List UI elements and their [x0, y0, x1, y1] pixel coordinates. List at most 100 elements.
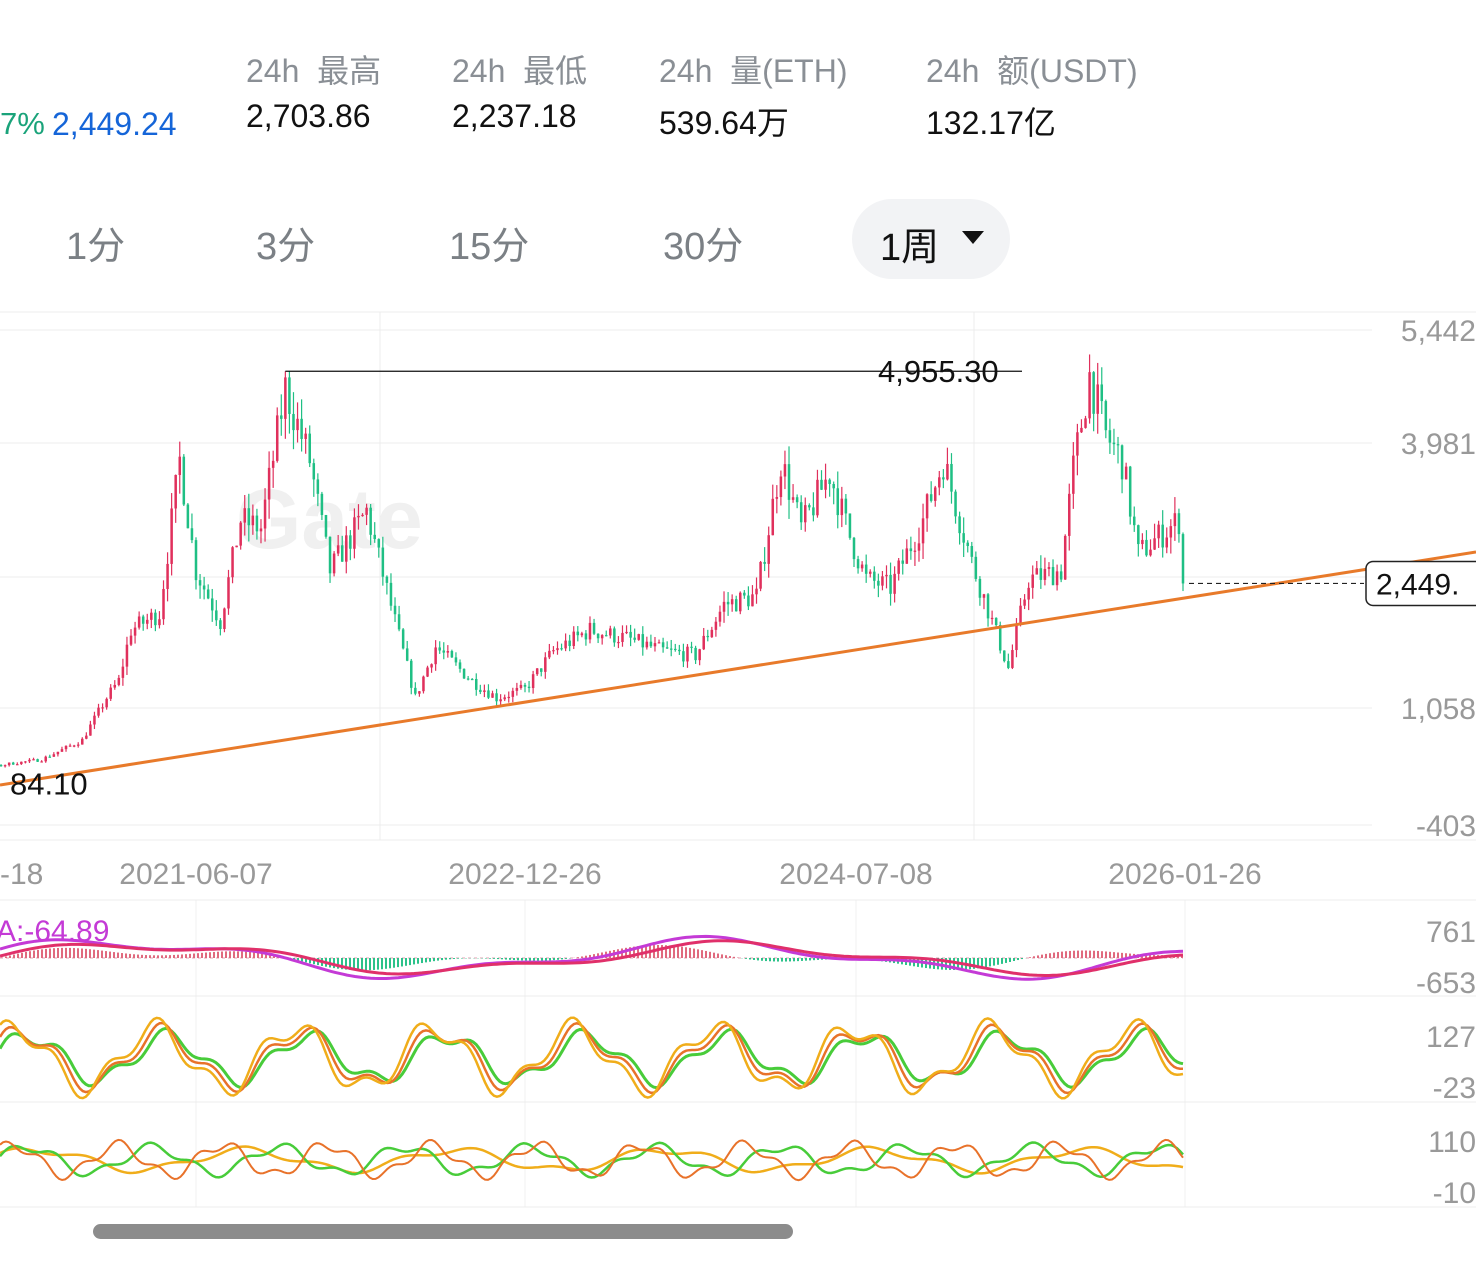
- candle-body: [779, 476, 783, 498]
- candle-body: [617, 641, 620, 644]
- candle-body: [166, 563, 169, 589]
- stat-label: 24h 最高: [246, 53, 382, 89]
- y-axis-label: -403: [1416, 810, 1476, 843]
- candle-body: [1173, 513, 1177, 527]
- last-price-tag-label: 2,449.: [1376, 568, 1459, 601]
- stat-label: 24h 最低: [452, 53, 588, 89]
- candle-body: [28, 759, 31, 762]
- candle-body: [235, 545, 238, 548]
- candle-body: [978, 578, 982, 598]
- candle-body: [288, 377, 291, 414]
- candle-body: [438, 647, 441, 651]
- chart-scrollbar[interactable]: [93, 1224, 793, 1239]
- candle-body: [552, 650, 555, 652]
- candle-body: [621, 632, 624, 642]
- candle-body: [182, 456, 186, 505]
- candle-body: [129, 635, 133, 645]
- stat-label: 24h 量(ETH): [659, 53, 848, 89]
- candle-body: [775, 497, 779, 499]
- candle-body: [950, 463, 953, 492]
- x-axis-label: 2026-01-26: [1108, 858, 1261, 891]
- candle-body: [105, 698, 108, 708]
- candle-body: [442, 650, 446, 653]
- x-axis-label: 2022-12-26: [448, 858, 601, 891]
- candle-body: [844, 498, 848, 514]
- y-axis-label: -10: [1433, 1177, 1476, 1210]
- tab-interval-30m[interactable]: 30分: [663, 226, 744, 268]
- candle-body: [206, 589, 210, 599]
- candle-body: [430, 664, 433, 668]
- rsi-line-a: [0, 1145, 1184, 1175]
- candle-body: [1076, 432, 1079, 456]
- candle-body: [897, 560, 900, 574]
- candle-body: [515, 687, 519, 691]
- candle-body: [97, 707, 100, 716]
- candle-body: [982, 594, 986, 598]
- candle-body: [921, 518, 925, 544]
- tab-interval-3m[interactable]: 3分: [256, 226, 316, 268]
- candle-body: [799, 502, 803, 523]
- candle-body: [722, 601, 726, 612]
- candle-body: [300, 418, 303, 439]
- candle-body: [1124, 466, 1128, 480]
- candle-body: [446, 651, 450, 653]
- tab-interval-15m[interactable]: 15分: [449, 226, 530, 268]
- candle-body: [544, 657, 547, 672]
- candle-body: [966, 542, 969, 547]
- candle-body: [296, 418, 299, 431]
- candle-body: [678, 649, 681, 652]
- candle-body: [885, 574, 888, 577]
- candle-body: [592, 622, 596, 634]
- candle-body: [726, 601, 730, 605]
- candle-body: [860, 564, 864, 569]
- candle-body: [401, 629, 405, 649]
- stat-value: 539.64万: [659, 105, 789, 141]
- candle-body: [734, 599, 738, 612]
- candle-body: [174, 474, 177, 509]
- candle-body: [89, 724, 92, 736]
- candle-body: [40, 761, 43, 763]
- candle-body: [1116, 444, 1120, 446]
- candle-body: [223, 608, 226, 629]
- interval-dropdown-label: 1周: [880, 227, 940, 269]
- candle-body: [942, 477, 945, 480]
- stat-label: 24h 额(USDT): [926, 53, 1138, 89]
- candle-body: [263, 499, 267, 529]
- candle-body: [690, 646, 693, 648]
- candle-body: [767, 535, 770, 564]
- price-change-percent: 7%: [0, 106, 45, 141]
- interval-dropdown[interactable]: 1周: [852, 199, 1010, 279]
- candle-body: [998, 625, 1002, 651]
- candle-body: [653, 643, 657, 647]
- candle-body: [828, 479, 831, 485]
- candle-body: [503, 697, 506, 700]
- candle-body: [1157, 524, 1160, 539]
- candle-body: [637, 634, 640, 640]
- candle-body: [909, 548, 913, 552]
- candle-body: [743, 592, 746, 596]
- candle-body: [345, 535, 348, 562]
- candle-body: [531, 674, 535, 689]
- candle-body: [1080, 427, 1083, 433]
- candle-body: [36, 759, 39, 762]
- candle-body: [312, 463, 316, 480]
- stat-24h-high: 24h 最高 2,703.86: [246, 46, 381, 135]
- y-axis-label: 5,442: [1401, 315, 1476, 348]
- candle-body: [791, 497, 795, 500]
- candle-body: [974, 556, 978, 579]
- candle-body: [1039, 568, 1043, 580]
- candle-body: [1019, 605, 1022, 625]
- tab-interval-1m[interactable]: 1分: [66, 226, 126, 268]
- candle-body: [3, 765, 7, 767]
- last-price-tag: [1365, 560, 1476, 607]
- candle-body: [219, 620, 222, 629]
- candle-body: [702, 635, 705, 650]
- candle-body: [840, 498, 844, 516]
- candle-body: [280, 415, 283, 419]
- candle-body: [479, 689, 482, 692]
- caret-down-icon: [962, 231, 984, 244]
- candle-body: [613, 628, 616, 643]
- candle-body: [353, 517, 356, 549]
- candle-body: [162, 588, 165, 620]
